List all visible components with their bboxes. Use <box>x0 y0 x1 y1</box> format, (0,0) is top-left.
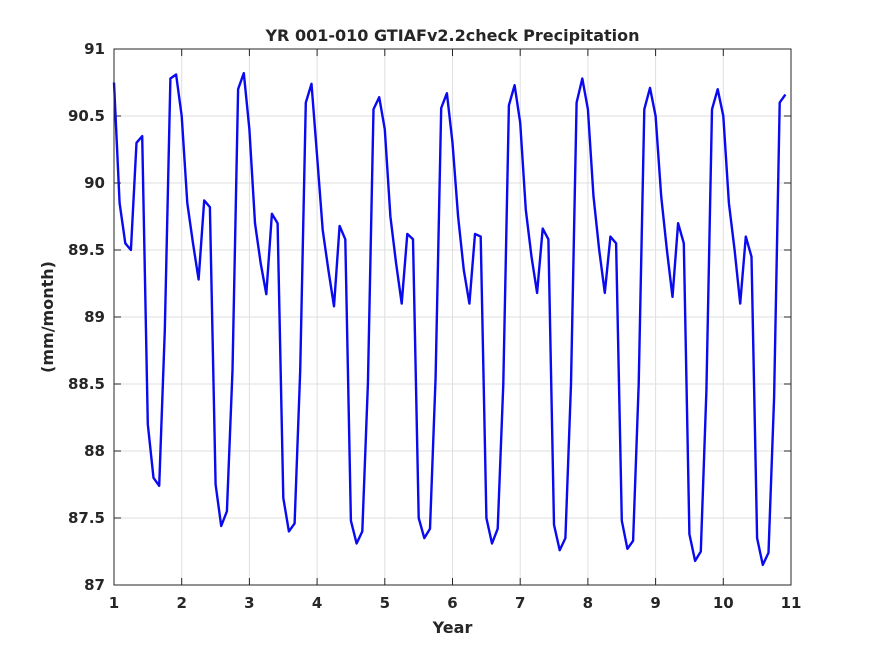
y-tick-labels: 87 87.5 88 88.5 89 89.5 90 90.5 91 <box>68 40 105 594</box>
x-tick-label: 5 <box>380 594 390 612</box>
y-tick-label: 88.5 <box>68 375 105 393</box>
y-tick-label: 89.5 <box>68 241 105 259</box>
x-tick-label: 11 <box>781 594 802 612</box>
y-tick-label: 88 <box>84 442 105 460</box>
x-tick-label: 6 <box>447 594 457 612</box>
chart-title: YR 001-010 GTIAFv2.2check Precipitation <box>264 26 639 45</box>
y-tick-label: 87 <box>84 576 105 594</box>
x-tick-label: 9 <box>650 594 660 612</box>
x-tick-label: 10 <box>713 594 734 612</box>
y-axis-label: (mm/month) <box>38 261 57 373</box>
y-tick-label: 90.5 <box>68 107 105 125</box>
x-tick-label: 2 <box>176 594 186 612</box>
precipitation-series-line <box>112 71 787 567</box>
y-tick-label: 89 <box>84 308 105 326</box>
y-tick-label: 87.5 <box>68 509 105 527</box>
x-tick-label: 4 <box>312 594 322 612</box>
x-tick-label: 7 <box>515 594 525 612</box>
x-tick-label: 1 <box>109 594 119 612</box>
plot-frame <box>113 48 792 586</box>
y-tick-label: 91 <box>84 40 105 58</box>
x-axis-label: Year <box>432 618 473 637</box>
x-tick-label: 8 <box>583 594 593 612</box>
y-tick-label: 90 <box>84 174 105 192</box>
x-tick-label: 3 <box>244 594 254 612</box>
x-tick-labels: 1 2 3 4 5 6 7 8 9 10 11 <box>109 594 802 612</box>
